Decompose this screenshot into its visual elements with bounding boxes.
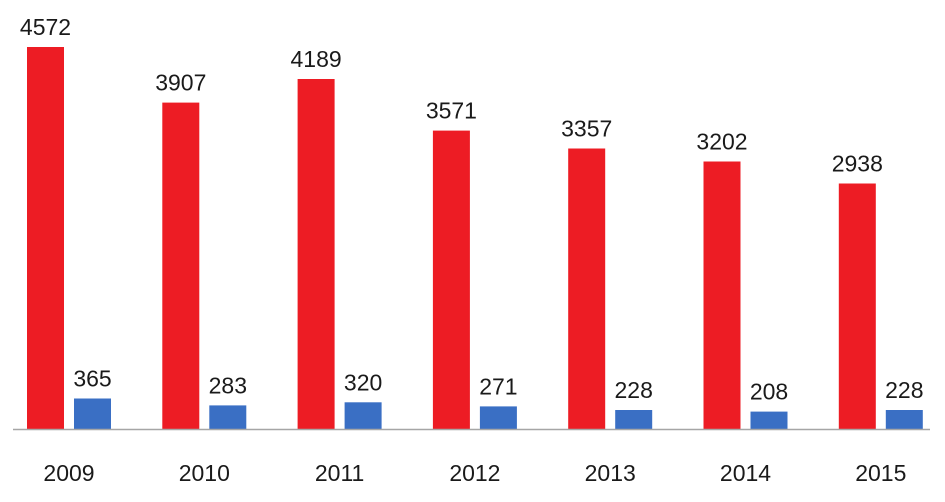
value-label-series-2-2009: 365 xyxy=(73,366,111,392)
bar-series-1-2013 xyxy=(568,148,606,429)
value-label-series-2-2012: 271 xyxy=(479,373,517,399)
bar-series-1-2012 xyxy=(432,130,470,429)
value-label-series-1-2009: 4572 xyxy=(20,14,71,40)
bar-series-1-2014 xyxy=(703,161,741,429)
bar-series-2-2014 xyxy=(750,411,788,429)
x-tick-label-2011: 2011 xyxy=(315,460,364,486)
value-label-series-1-2011: 4189 xyxy=(291,46,342,72)
value-label-series-2-2015: 228 xyxy=(885,377,923,403)
x-tick-labels-layer: 2009 2010 2011 2012 2013 2014 2015 xyxy=(43,460,906,486)
bar-series-1-2015 xyxy=(838,183,876,429)
x-tick-label-2013: 2013 xyxy=(585,460,636,486)
bar-series-1-2009 xyxy=(27,47,64,429)
x-tick-label-2009: 2009 xyxy=(43,460,94,486)
bar-series-2-2010 xyxy=(209,405,247,429)
bar-series-2-2011 xyxy=(344,402,382,429)
value-label-series-1-2013: 3357 xyxy=(561,116,612,142)
bar-series-2-2013 xyxy=(615,410,653,429)
bar-series-2-2009 xyxy=(74,398,111,429)
bar-series-1-2010 xyxy=(162,102,200,429)
value-label-series-2-2013: 228 xyxy=(615,377,653,403)
x-tick-label-2012: 2012 xyxy=(449,460,500,486)
value-label-series-2-2011: 320 xyxy=(344,369,382,395)
value-label-series-1-2015: 2938 xyxy=(832,151,883,177)
x-tick-label-2015: 2015 xyxy=(855,460,906,486)
value-label-series-2-2014: 208 xyxy=(750,379,788,405)
bar-series-1-2011 xyxy=(297,79,335,429)
value-label-series-2-2010: 283 xyxy=(209,372,247,398)
bar-series-2-2012 xyxy=(479,406,517,429)
value-labels-layer: 4572 365 3907 283 4189 320 3571 271 3357 228 3202 2… xyxy=(20,14,924,405)
value-label-series-1-2014: 3202 xyxy=(696,129,747,155)
x-tick-label-2014: 2014 xyxy=(720,460,771,486)
value-label-series-1-2010: 3907 xyxy=(155,70,206,96)
x-tick-label-2010: 2010 xyxy=(179,460,230,486)
value-label-series-1-2012: 3571 xyxy=(426,98,477,124)
bars-layer xyxy=(27,47,923,429)
bar-series-2-2015 xyxy=(885,410,923,429)
